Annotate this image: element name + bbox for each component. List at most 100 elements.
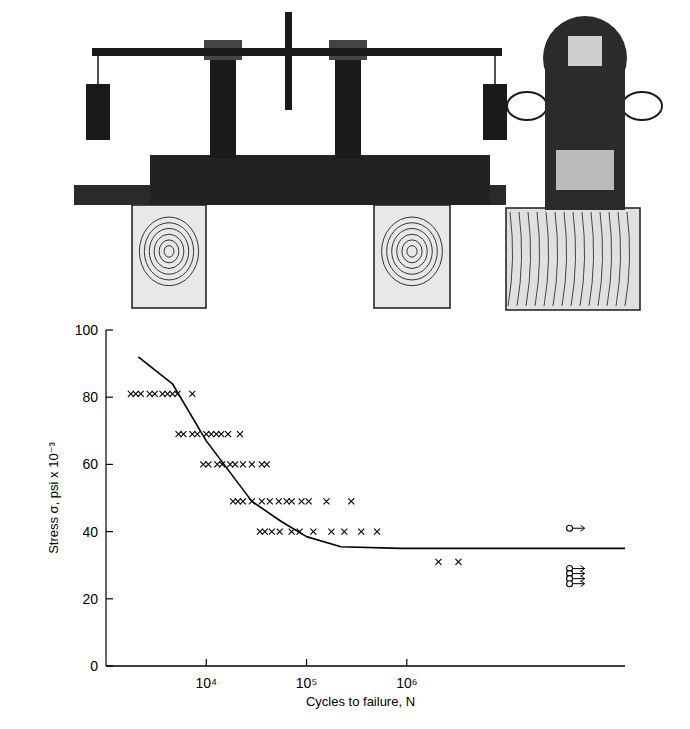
x-marker: [240, 461, 246, 467]
x-marker: [435, 559, 441, 565]
wood-grain: [553, 212, 558, 306]
failure-point: [259, 461, 265, 467]
x-marker: [240, 498, 246, 504]
wood-grain: [589, 212, 594, 306]
failure-point: [138, 391, 144, 397]
x-marker: [218, 431, 224, 437]
failure-point: [240, 461, 246, 467]
x-marker: [152, 391, 158, 397]
wood-grain: [598, 212, 603, 306]
x-marker: [277, 529, 283, 535]
motor-plate: [568, 36, 602, 66]
failure-point: [232, 461, 238, 467]
y-tick: [106, 464, 113, 465]
runout-arrow: [573, 573, 585, 574]
y-tick-label: 20: [82, 591, 98, 607]
y-tick: [106, 665, 113, 666]
failure-point: [227, 461, 233, 467]
page: 02040608010010⁴10⁵10⁶Stress σ, psi x 10⁻…: [0, 0, 690, 729]
motor: [507, 16, 662, 210]
x-marker: [208, 431, 214, 437]
failure-point: [269, 529, 275, 535]
x-marker: [306, 498, 312, 504]
runout-arrow: [573, 528, 585, 529]
failure-point: [277, 529, 283, 535]
x-marker: [249, 461, 255, 467]
x-marker: [133, 391, 139, 397]
left-bearing: [210, 58, 236, 158]
wood-grain: [149, 228, 188, 274]
x-marker: [200, 461, 206, 467]
y-tick: [106, 397, 113, 398]
fit-curve: [138, 357, 625, 549]
failure-point: [348, 498, 354, 504]
wood-grain: [562, 212, 567, 306]
failure-point: [374, 529, 380, 535]
wood-grain: [407, 246, 417, 257]
y-axis-label: Stress σ, psi x 10⁻³: [46, 441, 61, 553]
x-marker: [180, 431, 186, 437]
failure-point: [237, 431, 243, 437]
runout-arrow: [573, 583, 585, 584]
x-marker: [227, 461, 233, 467]
wood-grain: [526, 212, 531, 306]
x-marker: [189, 391, 195, 397]
x-marker: [269, 529, 275, 535]
failure-point: [133, 391, 139, 397]
runout-point: [567, 525, 585, 531]
wood-grain: [517, 212, 522, 306]
failure-point: [310, 529, 316, 535]
x-axis: [106, 665, 625, 667]
x-marker: [323, 498, 329, 504]
wood-grain: [544, 212, 549, 306]
x-tick-label: 10⁵: [296, 675, 317, 691]
wood-grain: [139, 217, 198, 286]
x-tick: [206, 659, 207, 666]
x-marker: [237, 431, 243, 437]
wood-grain: [625, 212, 630, 306]
failure-point: [159, 391, 165, 397]
failure-point: [218, 431, 224, 437]
failure-point: [435, 559, 441, 565]
x-marker: [194, 431, 200, 437]
wood-grain: [508, 212, 513, 306]
failure-point: [323, 498, 329, 504]
machine-illustration: [74, 12, 662, 310]
failure-point: [267, 498, 273, 504]
failure-point: [240, 498, 246, 504]
failure-point: [208, 431, 214, 437]
failure-point: [358, 529, 364, 535]
x-marker: [205, 461, 211, 467]
y-tick: [106, 329, 113, 330]
wood-block: [132, 205, 206, 308]
left-support: [132, 205, 206, 308]
wood-grain: [397, 234, 427, 268]
runout-circle: [567, 525, 573, 531]
motor-head: [543, 16, 627, 100]
x-marker: [455, 559, 461, 565]
right-support: [374, 205, 450, 308]
failure-point: [262, 529, 268, 535]
wood-grain: [144, 223, 193, 280]
wood-block: [506, 208, 640, 310]
wood-block: [374, 205, 450, 308]
failure-point: [189, 431, 195, 437]
hanger: [97, 56, 99, 84]
runout-arrow: [573, 578, 585, 579]
x-marker: [189, 431, 195, 437]
x-marker: [262, 529, 268, 535]
y-tick-label: 80: [82, 389, 98, 405]
motor-lug: [622, 92, 662, 120]
failure-point: [205, 461, 211, 467]
x-marker: [225, 431, 231, 437]
x-marker: [374, 529, 380, 535]
x-tick-label: 10⁴: [195, 675, 217, 691]
x-axis-label: Cycles to failure, N: [306, 694, 415, 709]
load-weight: [483, 84, 507, 140]
failure-point: [225, 431, 231, 437]
wood-grain: [571, 212, 576, 306]
x-marker: [310, 529, 316, 535]
x-marker: [358, 529, 364, 535]
x-marker: [276, 498, 282, 504]
failure-point: [152, 391, 158, 397]
